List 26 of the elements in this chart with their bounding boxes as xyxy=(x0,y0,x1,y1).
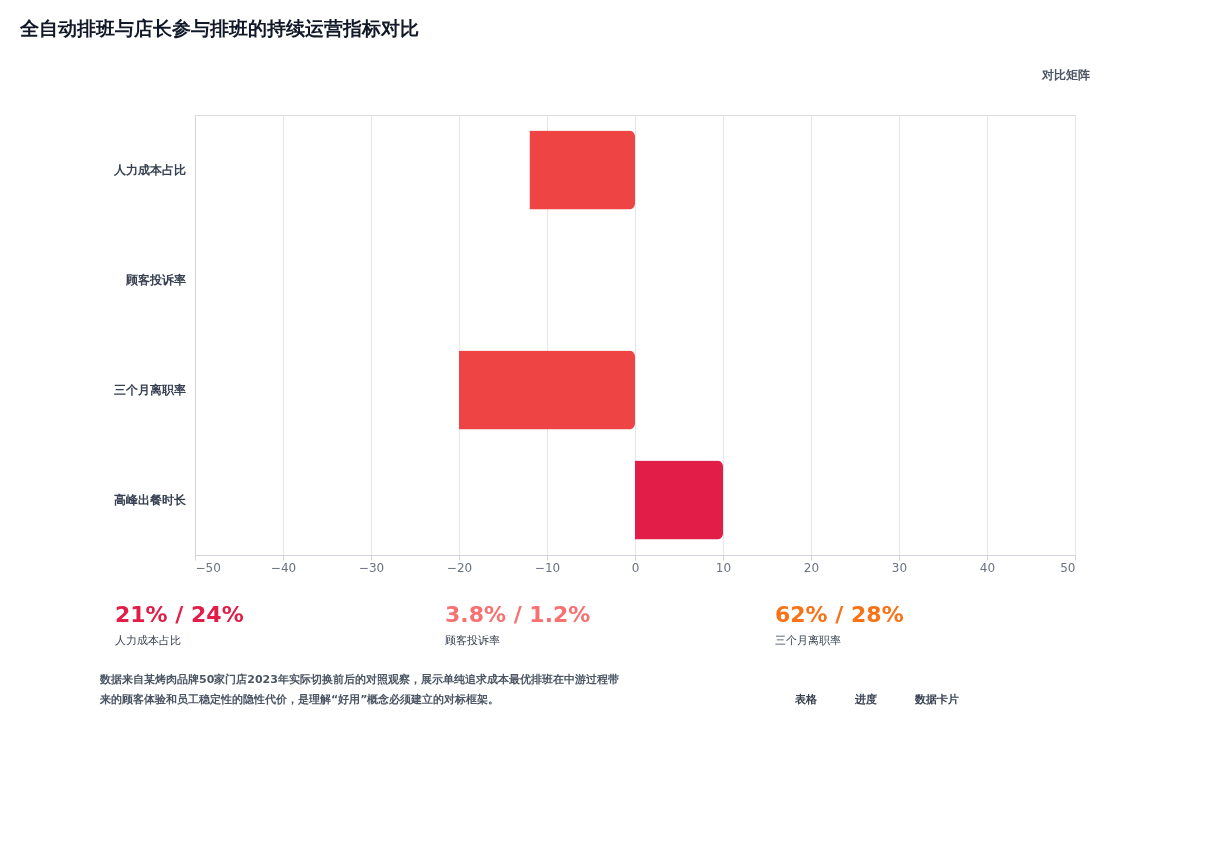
x-tick-label: 40 xyxy=(979,560,996,575)
x-tick-label: 30 xyxy=(891,560,908,575)
text: 表格 xyxy=(794,693,818,706)
text: 21% / 24% xyxy=(115,602,244,627)
text: 3.8% / 1.2% xyxy=(445,602,591,627)
x-tick-label: 0 xyxy=(631,560,640,575)
y-tick-label: 三个月离职率 xyxy=(113,383,186,397)
text: 62% / 28% xyxy=(775,602,904,627)
x-tick-label: 50 xyxy=(1060,560,1076,575)
x-tick-label: −30 xyxy=(358,560,385,575)
x-tick-label: −50 xyxy=(195,560,221,575)
text: 进度 xyxy=(854,693,877,706)
x-tick-label: 20 xyxy=(803,560,820,575)
text: 顾客投诉率 xyxy=(445,634,500,647)
text: 数据来自某烤肉品牌50家门店2023年实际切换前后的对照观察，展示单纯追求成本最优排班在中游过程带来的顾客体验和员工稳定性的隐性代价，是理解“好用”概念必须建立的对标框架。 xyxy=(99,673,619,706)
y-tick-label: 高峰出餐时长 xyxy=(113,493,187,507)
x-tick-label: −20 xyxy=(446,560,473,575)
y-tick-label: 顾客投诉率 xyxy=(124,273,186,287)
text: 三个月离职率 xyxy=(775,634,841,647)
x-tick-label: 10 xyxy=(715,560,732,575)
text: 数据卡片 xyxy=(914,693,959,706)
x-tick-label: −40 xyxy=(270,560,297,575)
y-tick-label: 人力成本占比 xyxy=(112,163,186,177)
x-tick-label: −10 xyxy=(534,560,561,575)
chart-subtitle: 对比矩阵 xyxy=(1041,68,1090,82)
chart-title: 全自动排班与店长参与排班的持续运营指标对比 xyxy=(19,17,419,39)
